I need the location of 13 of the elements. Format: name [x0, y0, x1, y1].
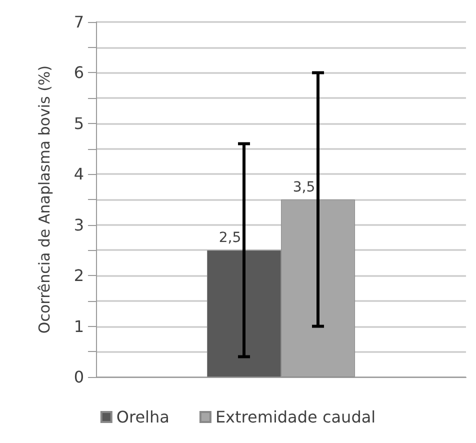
y-tick-label: 1: [74, 316, 84, 336]
y-tick-label: 4: [74, 164, 84, 184]
legend-label: Extremidade caudal: [215, 408, 376, 426]
y-axis-title: Ocorrência de Anaplasma bovis (%): [36, 65, 54, 334]
y-tick-label: 0: [74, 368, 84, 386]
y-tick-label: 6: [74, 63, 84, 82]
y-tick-label: 5: [74, 114, 84, 133]
legend-label: Orelha: [116, 408, 170, 426]
y-tick-label: 2: [74, 266, 84, 286]
data-label: 3,5: [292, 180, 316, 196]
y-tick-label: 7: [74, 12, 84, 32]
y-tick-label: 3: [74, 215, 84, 234]
data-label: 2,5: [218, 230, 242, 246]
